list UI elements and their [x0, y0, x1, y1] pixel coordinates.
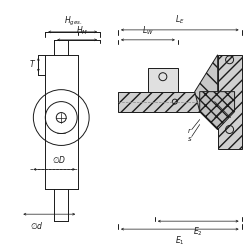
Text: $H_M$: $H_M$ [76, 24, 88, 37]
Text: r: r [188, 128, 191, 134]
Polygon shape [200, 92, 234, 130]
Polygon shape [195, 55, 218, 130]
Polygon shape [200, 92, 218, 112]
Text: $H_{ges.}$: $H_{ges.}$ [64, 15, 82, 28]
Text: s: s [188, 136, 192, 142]
Text: $L_W$: $L_W$ [142, 24, 154, 37]
Bar [118, 92, 234, 112]
Text: $E_2$: $E_2$ [193, 225, 203, 238]
Bar [218, 55, 242, 150]
Text: $\varnothing d$: $\varnothing d$ [30, 220, 44, 231]
Text: $\varnothing D$: $\varnothing D$ [52, 154, 66, 165]
Text: T: T [30, 60, 35, 69]
Text: $E_1$: $E_1$ [175, 234, 185, 246]
Text: $L_E$: $L_E$ [175, 14, 184, 26]
Bar [148, 68, 178, 92]
